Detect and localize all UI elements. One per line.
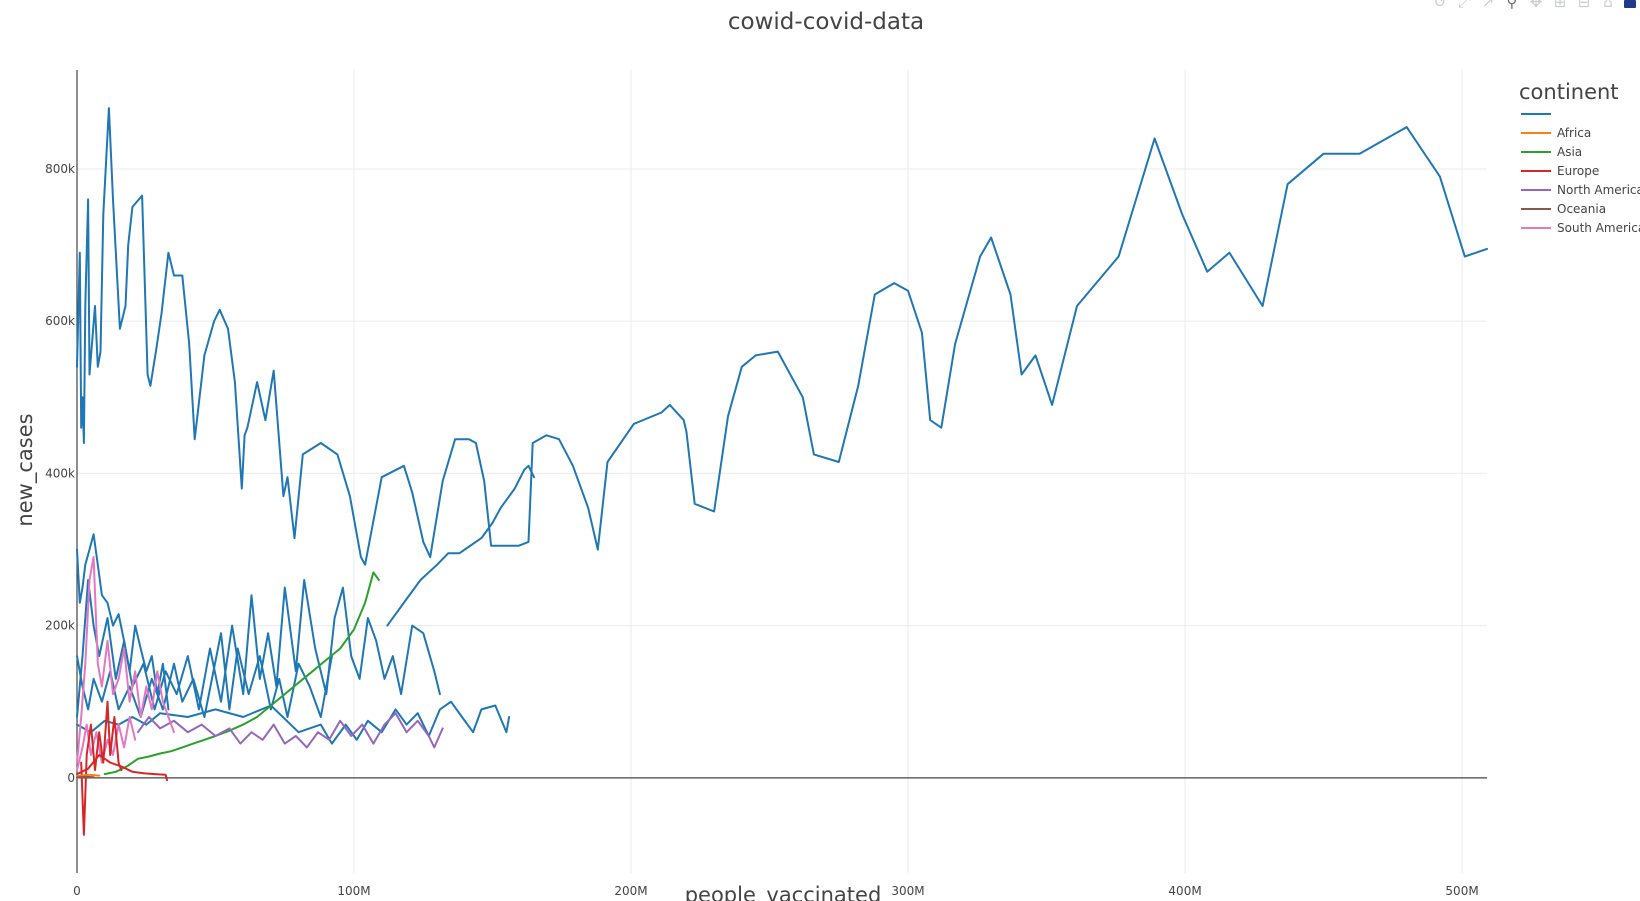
grid-lines bbox=[77, 70, 1487, 873]
legend-label: South America bbox=[1557, 221, 1640, 235]
series-line-unnamed-3[interactable] bbox=[76, 579, 441, 718]
legend-item-oceania[interactable]: Oceania bbox=[1521, 202, 1606, 216]
series-line-europe-11[interactable] bbox=[76, 754, 168, 782]
zoom-out-icon[interactable]: ⊟ bbox=[1577, 0, 1591, 11]
legend-title: continent bbox=[1519, 80, 1619, 104]
tick-labels: 0 100M 200M 300M 400M 500M 0 200k 400k 600k 800k bbox=[45, 162, 1479, 898]
legend-item-asia[interactable]: Asia bbox=[1521, 145, 1582, 159]
x-tick-label: 200M bbox=[614, 884, 647, 898]
series-line-south-america-8[interactable] bbox=[76, 556, 175, 764]
pan-icon[interactable]: ✥ bbox=[1529, 0, 1543, 11]
show-spikes-icon[interactable]: ↗ bbox=[1481, 0, 1495, 11]
series-line-europe-10[interactable] bbox=[80, 700, 123, 836]
legend-label: North America bbox=[1557, 183, 1640, 197]
axes bbox=[76, 70, 1487, 873]
legend-item-south-america[interactable]: South America bbox=[1521, 221, 1640, 235]
legend: continent Africa Asia Europe North America O… bbox=[1519, 80, 1640, 235]
series-line-unnamed-1[interactable] bbox=[386, 464, 536, 627]
y-tick-label: 200k bbox=[45, 619, 75, 633]
legend-item-africa[interactable]: Africa bbox=[1521, 126, 1591, 140]
legend-label: Europe bbox=[1557, 164, 1599, 178]
chart-title: cowid-covid-data bbox=[728, 9, 924, 35]
legend-item-north-america[interactable]: North America bbox=[1521, 183, 1640, 197]
x-tick-label: 500M bbox=[1445, 884, 1478, 898]
legend-label: Oceania bbox=[1557, 202, 1606, 216]
home-icon[interactable]: ⌂ bbox=[1603, 0, 1613, 11]
autoscale-icon[interactable]: ⤢ bbox=[1457, 0, 1470, 11]
y-tick-label: 400k bbox=[45, 466, 75, 480]
legend-label: Africa bbox=[1557, 126, 1591, 140]
modebar: ↺ ⤢ ↗ ⚲ ✥ ⊞ ⊟ ⌂ bbox=[1432, 0, 1640, 12]
series-line-unnamed-0[interactable] bbox=[76, 107, 1488, 566]
y-tick-label: 600k bbox=[45, 314, 75, 328]
y-tick-label: 0 bbox=[67, 771, 75, 785]
legend-item-europe[interactable]: Europe bbox=[1521, 164, 1599, 178]
series-line-unnamed-2[interactable] bbox=[76, 533, 170, 711]
series-line-oceania-13[interactable] bbox=[76, 775, 95, 779]
plotly-logo-icon[interactable] bbox=[1624, 0, 1636, 8]
y-tick-label: 800k bbox=[45, 162, 75, 176]
series-line-africa-12[interactable] bbox=[76, 773, 101, 778]
series-line-north-america-7[interactable] bbox=[136, 712, 444, 749]
series-line-unnamed-5[interactable] bbox=[76, 632, 333, 718]
x-tick-label: 0 bbox=[73, 884, 81, 898]
x-tick-label: 100M bbox=[337, 884, 370, 898]
y-axis-title: new_cases bbox=[13, 413, 38, 526]
reset-axes-icon[interactable]: ↺ bbox=[1433, 0, 1447, 11]
zoom-in-icon[interactable]: ⊞ bbox=[1553, 0, 1567, 11]
legend-label: Asia bbox=[1557, 145, 1582, 159]
x-tick-label: 400M bbox=[1168, 884, 1201, 898]
series-line-asia-6[interactable] bbox=[103, 571, 380, 776]
zoom-icon[interactable]: ⚲ bbox=[1506, 0, 1518, 11]
x-tick-label: 300M bbox=[891, 884, 924, 898]
plot-area[interactable] bbox=[76, 107, 1488, 836]
x-axis-title: people_vaccinated bbox=[685, 883, 882, 901]
